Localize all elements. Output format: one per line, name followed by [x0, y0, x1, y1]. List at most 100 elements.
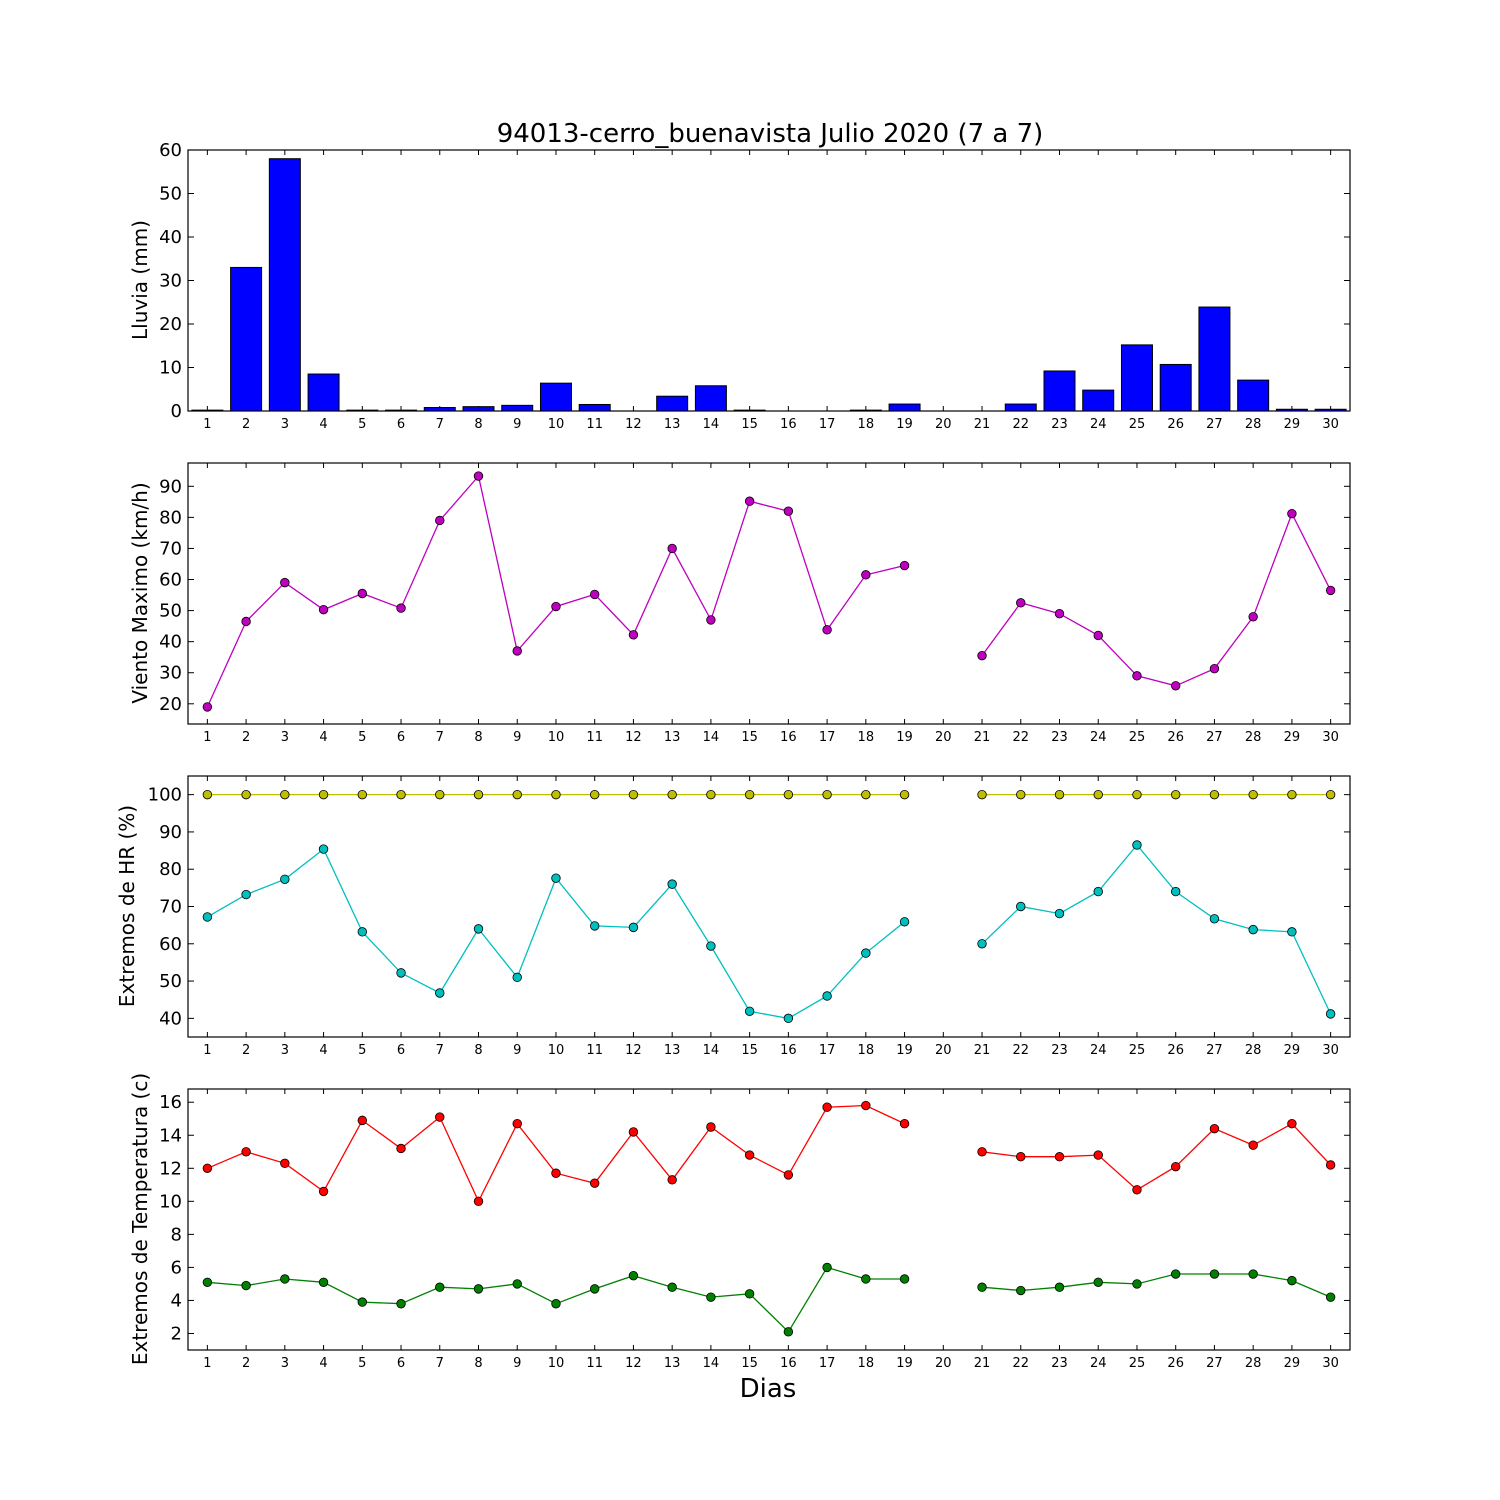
- wind-data-point: [241, 616, 251, 627]
- wind-data-point: [977, 650, 987, 661]
- rain-bar: [849, 409, 882, 412]
- humidity-data-point: [435, 789, 445, 800]
- temperature-xtick-label: 21: [974, 1356, 991, 1371]
- temperature-data-point: [202, 1277, 213, 1287]
- temperature-ytick-label: 10: [159, 1191, 182, 1212]
- temperature-data-point: [590, 1284, 600, 1294]
- rain-xtick-label: 8: [474, 417, 482, 432]
- wind-data-point: [1287, 508, 1297, 519]
- humidity-data-point: [241, 789, 251, 800]
- wind-xtick-label: 23: [1051, 730, 1068, 745]
- rain-xtick-label: 19: [896, 417, 913, 432]
- wind-ytick-label: 20: [159, 694, 182, 715]
- humidity-data-point: [706, 789, 716, 800]
- humidity-data-point: [977, 939, 987, 949]
- temperature-data-point: [280, 1274, 290, 1284]
- humidity-xtick-label: 6: [397, 1043, 405, 1058]
- rain-bar: [423, 407, 456, 412]
- rain-xtick-label: 11: [586, 417, 603, 432]
- wind-xtick-label: 25: [1129, 730, 1146, 745]
- humidity-data-point: [202, 912, 213, 922]
- temperature-data-point: [1325, 1160, 1336, 1170]
- wind-data-point: [512, 646, 522, 656]
- temperature-xtick-label: 28: [1245, 1356, 1262, 1371]
- temperature-xtick-label: 27: [1206, 1356, 1223, 1371]
- rain-bar: [1120, 344, 1153, 412]
- wind-data-point: [1054, 608, 1065, 619]
- rain-xtick-label: 28: [1245, 417, 1262, 432]
- humidity-data-point: [1016, 901, 1026, 912]
- temperature-data-point: [318, 1186, 329, 1197]
- wind-ytick-label: 80: [159, 507, 182, 528]
- rain-xtick-label: 14: [703, 417, 720, 432]
- wind-ytick-label: 50: [159, 601, 182, 622]
- rain-bar: [268, 158, 301, 412]
- wind-xtick-label: 1: [203, 730, 211, 745]
- temperature-xtick-label: 29: [1284, 1356, 1301, 1371]
- wind-xtick-label: 30: [1322, 730, 1339, 745]
- humidity-data-point: [744, 1006, 755, 1016]
- humidity-data-point: [1209, 789, 1220, 800]
- humidity-data-point: [590, 789, 600, 800]
- humidity-data-point: [357, 789, 368, 800]
- wind-ytick-label: 60: [159, 570, 182, 591]
- rain-bar: [346, 409, 379, 412]
- wind-xtick-label: 9: [513, 730, 521, 745]
- humidity-data-point: [1287, 789, 1297, 800]
- humidity-xtick-label: 23: [1051, 1043, 1068, 1058]
- rain-bar: [578, 403, 611, 412]
- humidity-data-point: [1248, 789, 1258, 800]
- wind-data-point: [551, 601, 561, 612]
- temperature-ytick-label: 4: [171, 1290, 182, 1311]
- temperature-xtick-label: 8: [474, 1356, 482, 1371]
- humidity-data-point: [512, 789, 522, 800]
- chart-title: 94013-cerro_buenavista Julio 2020 (7 a 7…: [497, 119, 1044, 149]
- wind-xtick-label: 2: [242, 730, 250, 745]
- humidity-xtick-label: 7: [436, 1043, 444, 1058]
- rain-xtick-label: 17: [819, 417, 836, 432]
- humidity-data-point: [861, 948, 871, 958]
- humidity-data-point: [1170, 886, 1181, 897]
- humidity-data-point: [1248, 924, 1258, 935]
- temperature-data-point: [1016, 1152, 1026, 1162]
- temperature-xtick-label: 22: [1012, 1356, 1029, 1371]
- temperature-data-point: [783, 1170, 794, 1180]
- temperature-data-point: [822, 1262, 832, 1273]
- wind-xtick-label: 19: [896, 730, 913, 745]
- temperature-data-point: [1016, 1285, 1026, 1296]
- temperature-xtick-label: 2: [242, 1356, 250, 1371]
- humidity-xtick-label: 13: [664, 1043, 681, 1058]
- humidity-data-point: [512, 972, 522, 983]
- rain-xtick-label: 5: [358, 417, 366, 432]
- rain-xtick-label: 26: [1167, 417, 1184, 432]
- humidity-data-point: [1325, 789, 1336, 800]
- rain-xtick-label: 6: [397, 417, 405, 432]
- temperature-data-point: [628, 1270, 639, 1281]
- humidity-data-point: [1209, 914, 1220, 924]
- rain-bar: [1082, 389, 1115, 412]
- humidity-data-point: [899, 917, 910, 927]
- wind-data-point: [667, 543, 677, 554]
- wind-data-point: [280, 577, 290, 588]
- rain-bar: [539, 382, 572, 412]
- humidity-data-point: [435, 988, 445, 998]
- humidity-xtick-label: 1: [203, 1043, 211, 1058]
- temperature-ytick-label: 8: [171, 1224, 182, 1245]
- rain-bar: [1004, 403, 1037, 412]
- humidity-xtick-label: 9: [513, 1043, 521, 1058]
- humidity-data-point: [473, 789, 484, 800]
- temperature-data-point: [1054, 1152, 1065, 1162]
- temperature-data-point: [822, 1102, 832, 1112]
- temperature-xtick-label: 12: [625, 1356, 642, 1371]
- rain-xtick-label: 12: [625, 417, 642, 432]
- wind-xtick-label: 17: [819, 730, 836, 745]
- temperature-xtick-label: 24: [1090, 1356, 1107, 1371]
- wind-data-point: [783, 506, 794, 516]
- temperature-data-point: [1093, 1150, 1103, 1160]
- wind-xtick-label: 20: [935, 730, 952, 745]
- humidity-data-point: [396, 789, 406, 800]
- temperature-data-point: [667, 1282, 677, 1292]
- wind-xtick-label: 24: [1090, 730, 1107, 745]
- rain-bar: [1043, 370, 1076, 412]
